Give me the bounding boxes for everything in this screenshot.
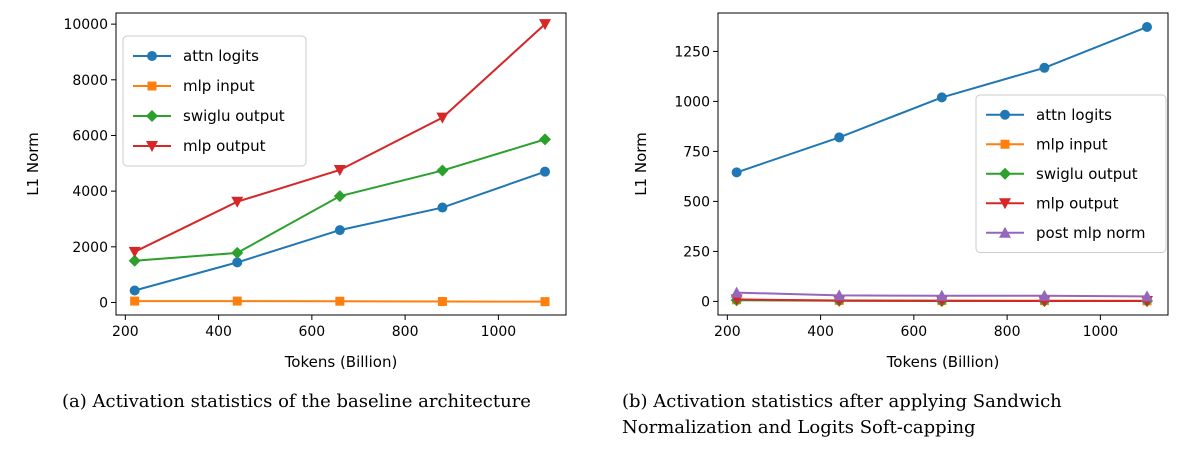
data-point <box>540 166 551 177</box>
series-mlp-input <box>130 296 550 307</box>
legend-label: mlp output <box>183 137 266 155</box>
legend-label: swiglu output <box>183 107 285 125</box>
y-tick-label: 8000 <box>72 73 108 89</box>
legend-swatch-marker <box>1000 109 1010 120</box>
data-point <box>232 296 242 306</box>
data-point <box>130 296 140 306</box>
x-axis-label: Tokens (Billion) <box>284 353 398 371</box>
legend-label: post mlp norm <box>1036 224 1145 242</box>
data-point <box>231 196 244 208</box>
legend-swatch-marker <box>999 226 1011 238</box>
data-point <box>539 19 552 31</box>
y-tick-label: 250 <box>683 244 710 260</box>
data-point <box>1038 289 1051 301</box>
y-tick-label: 6000 <box>72 128 108 144</box>
y-axis-label: L1 Norm <box>632 132 650 196</box>
data-point <box>334 225 345 236</box>
legend-label: attn logits <box>183 47 259 65</box>
x-tick-label: 800 <box>994 324 1021 340</box>
series-attn-logits <box>731 22 1153 178</box>
y-tick-label: 4000 <box>72 184 108 200</box>
x-tick-label: 600 <box>900 324 927 340</box>
legend-label: mlp input <box>1036 135 1108 153</box>
plot-frame <box>717 12 1169 316</box>
x-tick-label: 200 <box>714 324 741 340</box>
x-axis-label: Tokens (Billion) <box>886 353 1000 371</box>
data-point <box>730 286 743 298</box>
legend-label: swiglu output <box>1036 165 1138 183</box>
data-point <box>731 167 742 178</box>
data-point <box>1142 22 1153 32</box>
series-mlp-output <box>128 19 552 258</box>
y-tick-label: 1000 <box>674 94 710 110</box>
y-tick-label: 750 <box>683 144 710 160</box>
figure: 200 400 600 800 10000200040006000800010000To… <box>24 12 1169 371</box>
y-tick-label: 0 <box>99 295 108 311</box>
series-post-mlp-norm <box>730 286 1154 302</box>
legend-swatch-marker <box>999 167 1011 180</box>
caption-b: (b) Activation statistics after applying… <box>622 391 1062 438</box>
chart-panel-b: 200 400 600 800 1000 0 250 500 750 1000 1250 Tokens… <box>632 12 1169 371</box>
y-tick-label: 0 <box>701 294 710 310</box>
legend-box <box>975 94 1167 253</box>
y-tick-label: 10000 <box>63 17 108 33</box>
caption-a: (a) Activation statistics of the baselin… <box>62 391 531 412</box>
y-axis-label: L1 Norm <box>24 132 42 196</box>
x-tick-label: 200 <box>112 324 139 340</box>
chart-panel-a: 200 400 600 800 10000200040006000800010000To… <box>24 12 567 371</box>
legend-swatch-marker <box>999 198 1011 210</box>
data-point <box>129 285 140 296</box>
legend-label: mlp input <box>183 77 255 95</box>
data-point <box>232 257 243 268</box>
y-tick-label: 2000 <box>72 240 108 256</box>
data-point <box>437 202 448 213</box>
legend-swatch-marker <box>146 141 158 152</box>
legend: attn logits mlp input swiglu output mlp out… <box>122 35 307 167</box>
data-point <box>437 297 447 307</box>
x-tick-label: 600 <box>298 324 325 340</box>
data-point <box>128 246 141 258</box>
data-point <box>436 164 449 177</box>
x-tick-label: 1000 <box>481 324 517 340</box>
plot-frame <box>115 12 567 316</box>
data-point <box>333 190 346 203</box>
data-point <box>936 92 947 103</box>
x-tick-label: 1000 <box>1083 324 1119 340</box>
data-point <box>231 246 244 259</box>
y-tick-label: 1250 <box>674 44 710 60</box>
legend-swatch-marker <box>146 110 158 122</box>
legend-swatch-marker <box>1000 139 1010 149</box>
legend-swatch-marker <box>147 51 157 61</box>
series-attn-logits <box>129 166 551 296</box>
series-swiglu-output <box>128 133 552 267</box>
data-point <box>333 164 346 176</box>
data-point <box>540 297 550 307</box>
legend-swatch-marker <box>147 81 157 91</box>
data-point <box>833 289 846 301</box>
data-point <box>935 289 948 301</box>
data-point <box>335 296 345 306</box>
data-point <box>128 254 141 267</box>
legend: attn logits mlp input swiglu output mlp out… <box>975 94 1167 253</box>
x-tick-label: 800 <box>392 324 419 340</box>
legend-label: attn logits <box>1036 106 1112 124</box>
x-tick-label: 400 <box>205 324 232 340</box>
y-tick-label: 500 <box>683 194 710 210</box>
data-point <box>834 132 845 143</box>
data-point <box>539 133 552 146</box>
x-tick-label: 400 <box>807 324 834 340</box>
data-point <box>1141 290 1154 302</box>
data-point <box>1039 62 1050 73</box>
legend-box <box>122 35 307 167</box>
data-point <box>436 112 449 124</box>
legend-label: mlp output <box>1036 194 1119 212</box>
